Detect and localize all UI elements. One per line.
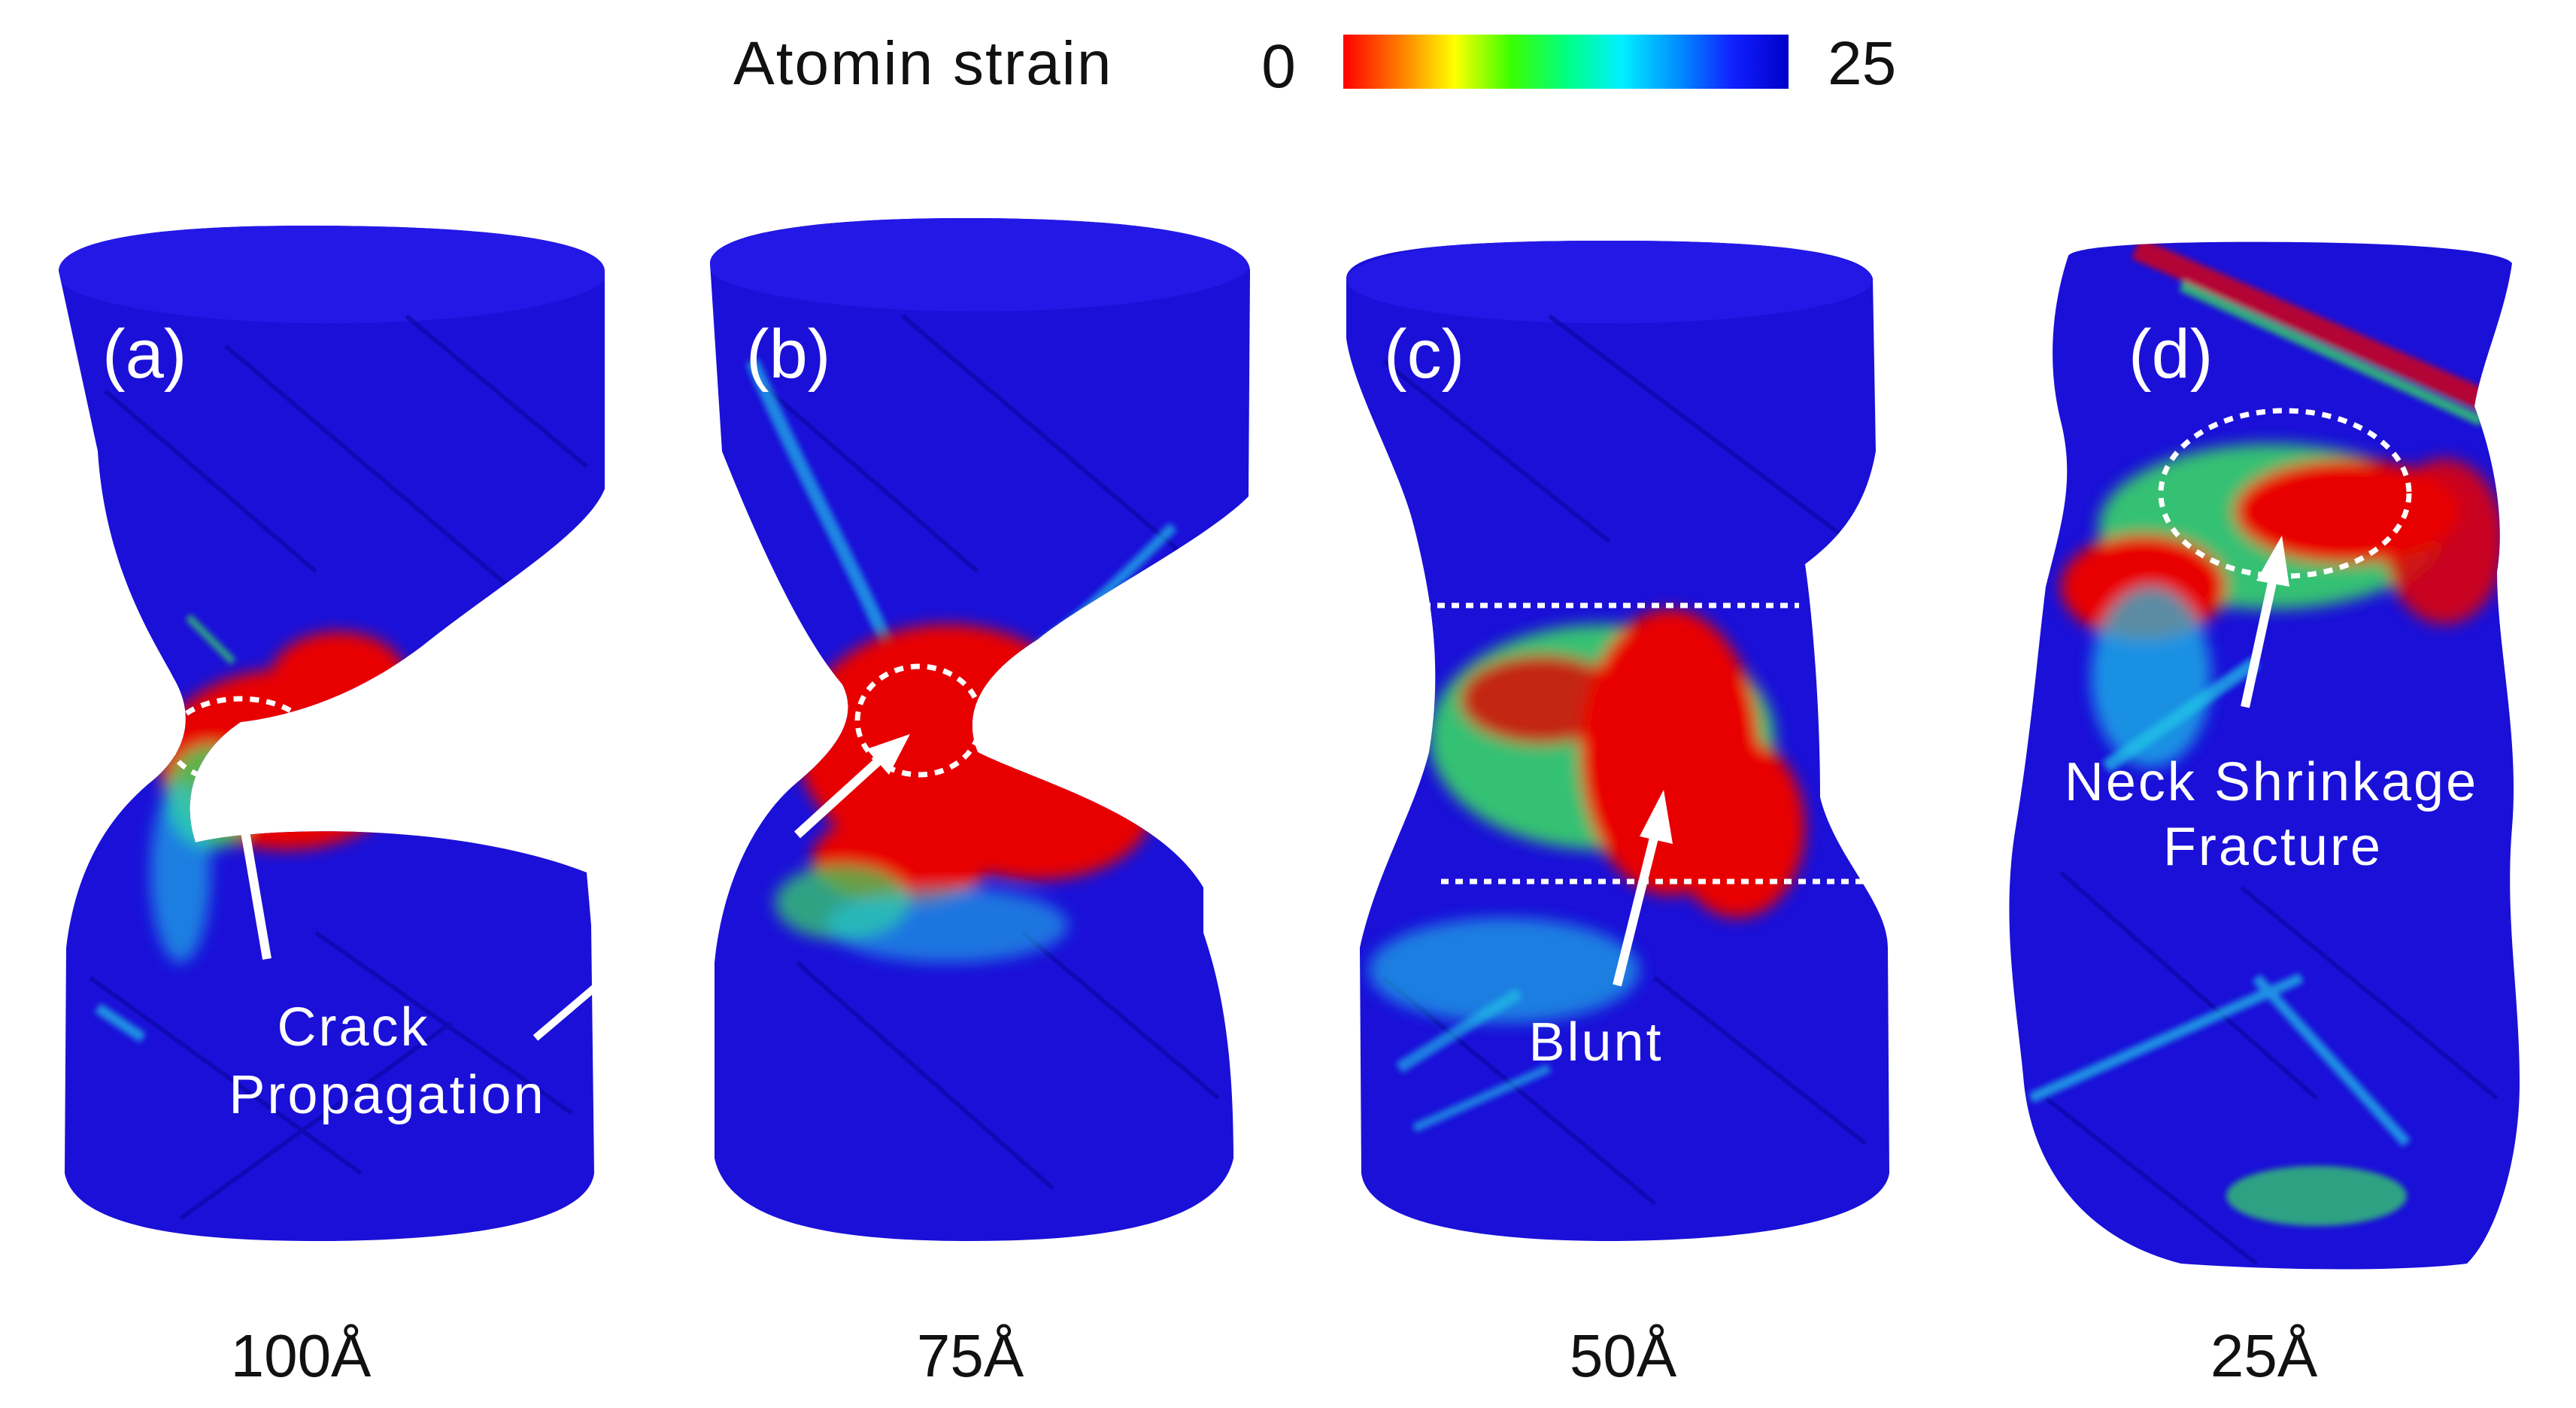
panel-c: (c) Blunt 50Å — [1346, 241, 1889, 1389]
panel-d-annotation-line1: Neck Shrinkage — [2065, 752, 2478, 812]
panel-a-annotation-tick — [532, 984, 599, 1041]
colorbar: Atomin strain 0 25 — [733, 29, 1896, 101]
panel-d-neck-marker — [2158, 408, 2412, 579]
panel-c-arrow — [1613, 790, 1673, 987]
colorbar-label: Atomin strain — [733, 29, 1113, 98]
panel-c-tag: (c) — [1384, 316, 1464, 393]
panel-d-arrow — [2241, 536, 2289, 709]
panel-d-diameter: 25Å — [2210, 1322, 2318, 1389]
panel-a: (a) Crack Propagation 100Å — [59, 226, 605, 1389]
panel-b-arrow — [793, 734, 910, 839]
panel-d-tag: (d) — [2128, 316, 2213, 393]
colorbar-max-label: 25 — [1828, 29, 1896, 98]
panel-a-arrow — [226, 775, 272, 960]
panel-b: (b) 75Å — [710, 218, 1250, 1389]
colorbar-gradient-bar — [1343, 35, 1789, 89]
panel-c-diameter: 50Å — [1570, 1322, 1677, 1389]
panel-c-specimen — [1346, 241, 1889, 1241]
panel-b-tag: (b) — [746, 316, 830, 393]
panel-a-tag: (a) — [102, 316, 187, 393]
panel-b-diameter: 75Å — [917, 1322, 1024, 1389]
panel-a-annotation-line1: Crack — [277, 997, 429, 1058]
panel-d: (d) Neck Shrinkage Fracture 25Å — [2009, 241, 2520, 1389]
panel-d-annotation-line2: Fracture — [2163, 817, 2383, 877]
panel-c-annotation: Blunt — [1528, 1012, 1663, 1073]
panel-a-annotation-line2: Propagation — [229, 1065, 545, 1125]
colorbar-min-label: 0 — [1261, 32, 1296, 101]
panel-a-diameter: 100Å — [231, 1322, 372, 1389]
panel-b-crack-tip-marker — [854, 663, 984, 778]
panel-d-specimen — [2009, 241, 2520, 1270]
